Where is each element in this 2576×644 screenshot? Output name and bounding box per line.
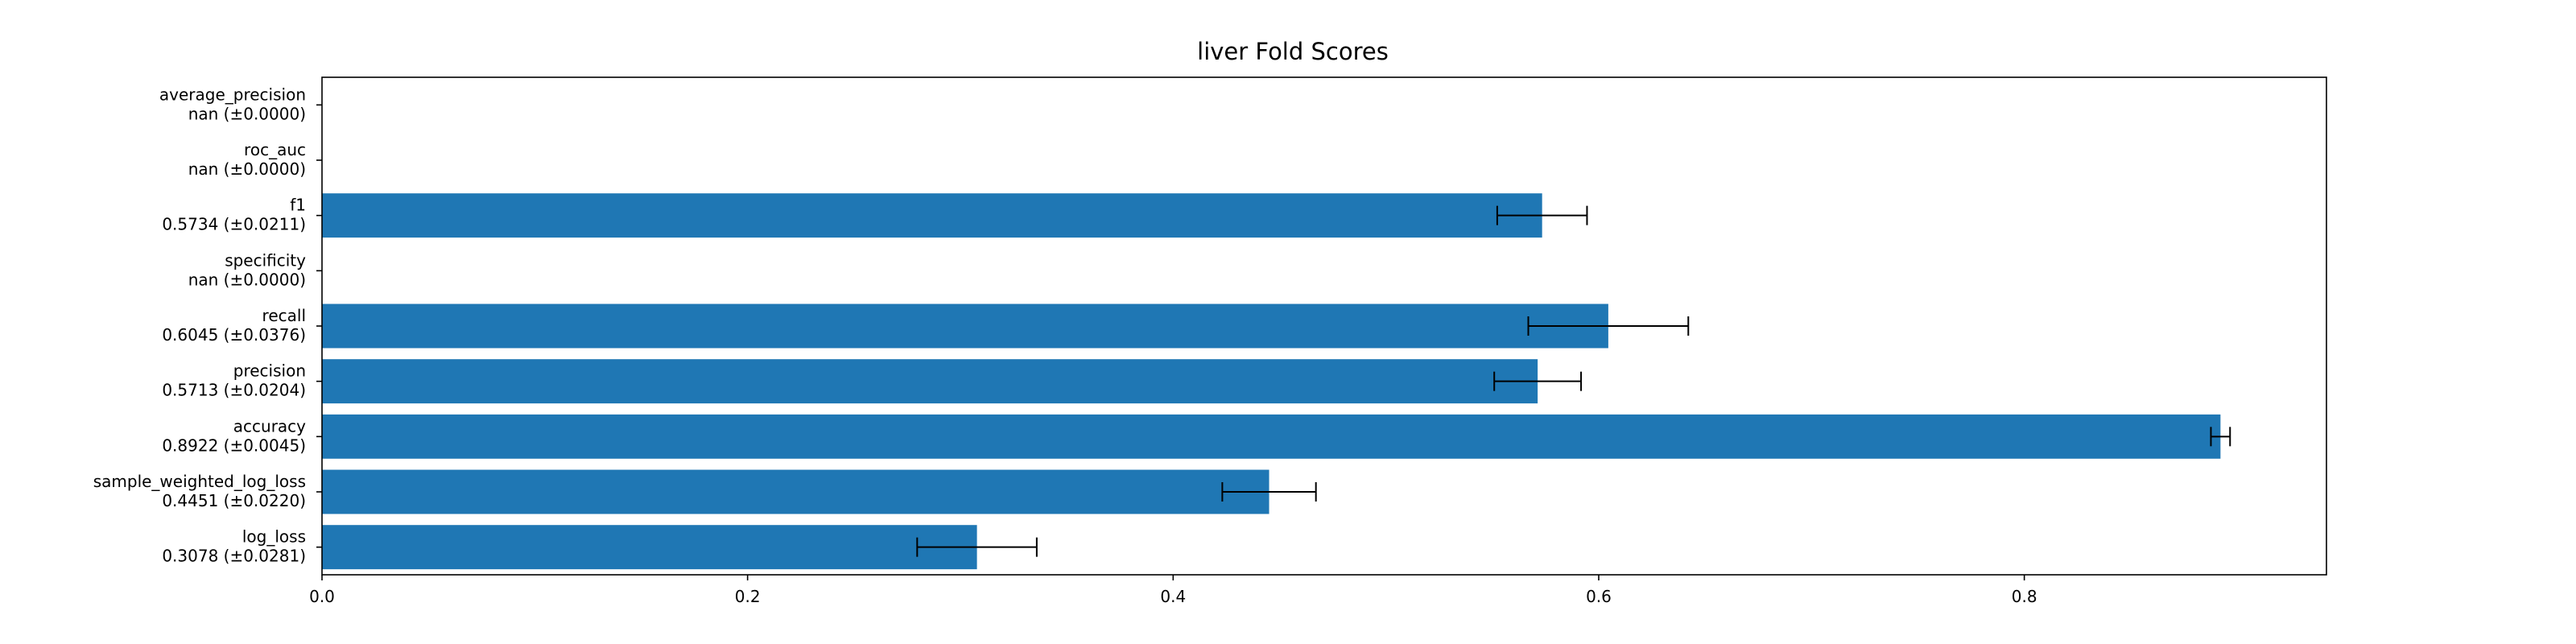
error-bar-log_loss (916, 537, 1038, 557)
error-bar-f1 (1496, 205, 1588, 225)
x-tick-label-0.6: 0.6 (1586, 587, 1612, 606)
bar-log_loss (322, 525, 977, 570)
x-tick-layer: 0.0 0.2 0.4 0.6 0.8 (309, 575, 2037, 606)
y-tick-label-accuracy: accuracy 0.8922 (±0.0045) (162, 416, 306, 455)
bar-f1 (322, 193, 1542, 238)
y-tick-label-f1: f1 0.5734 (±0.0211) (162, 196, 306, 234)
y-tick-label-sample_weighted_log_loss: sample_weighted_log_loss 0.4451 (±0.0220) (93, 472, 306, 510)
y-tick-layer: average_precision nan (±0.0000) roc_auc nan… (93, 85, 322, 566)
x-tick-label-0.2: 0.2 (735, 587, 761, 606)
error-bar-accuracy (2210, 427, 2231, 447)
error-bar-precision (1493, 371, 1583, 391)
y-tick-label-log_loss: log_loss 0.3078 (±0.0281) (162, 527, 306, 566)
bars-layer (322, 193, 2221, 570)
x-tick-label-0.4: 0.4 (1160, 587, 1186, 606)
y-tick-label-average_precision: average_precision nan (±0.0000) (159, 85, 306, 123)
error-bar-recall (1527, 316, 1690, 336)
bar-sample_weighted_log_loss (322, 469, 1269, 514)
y-tick-label-precision: precision 0.5713 (±0.0204) (162, 361, 306, 400)
error-bars-layer (916, 205, 2231, 557)
x-tick-label-0.8: 0.8 (2012, 587, 2037, 606)
bar-accuracy (322, 414, 2221, 459)
x-tick-label-0.0: 0.0 (309, 587, 335, 606)
y-tick-label-specificity: specificity nan (±0.0000) (188, 250, 306, 289)
bar-recall (322, 303, 1608, 349)
error-bar-sample_weighted_log_loss (1221, 482, 1317, 502)
bar-precision (322, 359, 1538, 404)
y-tick-label-recall: recall 0.6045 (±0.0376) (162, 306, 306, 345)
y-tick-label-roc_auc: roc_auc nan (±0.0000) (188, 140, 306, 179)
chart-title: liver Fold Scores (1197, 38, 1389, 65)
